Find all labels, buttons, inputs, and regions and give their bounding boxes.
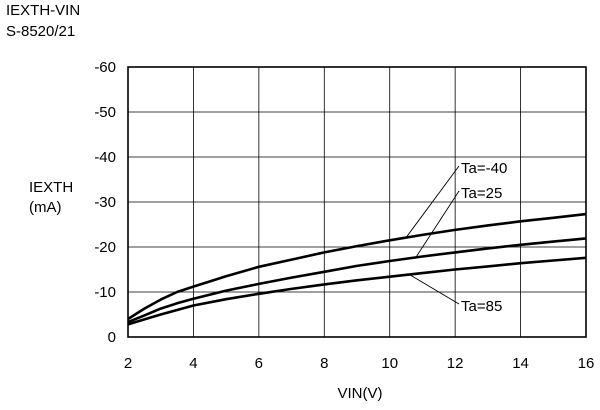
chart-title: IEXTH-VIN bbox=[6, 2, 81, 19]
x-tick-label: 6 bbox=[255, 355, 263, 372]
y-tick-label: -60 bbox=[94, 59, 116, 76]
y-tick-label: -10 bbox=[94, 284, 116, 301]
y-tick-label: -40 bbox=[94, 149, 116, 166]
series-line-2 bbox=[127, 237, 587, 324]
x-tick-label: 10 bbox=[381, 355, 398, 372]
y-tick-label: -30 bbox=[94, 194, 116, 211]
x-tick-label: 16 bbox=[578, 355, 595, 372]
x-tick-label: 2 bbox=[124, 355, 132, 372]
y-tick-label: 0 bbox=[108, 329, 116, 346]
annotation-leader-3 bbox=[409, 274, 460, 305]
x-tick-label: 12 bbox=[447, 355, 464, 372]
tick-labels: 2 4 6 8 10 12 14 16 0 -10 -20 -30 -40 -50 -60 bbox=[94, 59, 594, 372]
annotation-leader-1 bbox=[405, 165, 460, 238]
plot-frame bbox=[127, 66, 587, 338]
x-tick-label: 8 bbox=[320, 355, 328, 372]
y-axis-label: IEXTH bbox=[29, 179, 73, 196]
chart-subtitle: S-8520/21 bbox=[6, 23, 76, 40]
annotation-label-2: Ta=25 bbox=[461, 185, 502, 202]
annotations: Ta=-40 Ta=25 Ta=85 bbox=[405, 160, 507, 315]
annotation-leader-2 bbox=[415, 190, 460, 258]
annotation-label-3: Ta=85 bbox=[461, 298, 502, 315]
y-tick-label: -20 bbox=[94, 239, 116, 256]
y-axis-unit: (mA) bbox=[29, 199, 62, 216]
series-lines bbox=[127, 212, 587, 326]
x-tick-label: 14 bbox=[512, 355, 529, 372]
series-line-3 bbox=[127, 256, 587, 326]
x-axis-label: VIN(V) bbox=[338, 385, 383, 402]
x-tick-label: 4 bbox=[189, 355, 197, 372]
y-tick-label: -50 bbox=[94, 104, 116, 121]
series-line-1 bbox=[127, 212, 587, 321]
grid bbox=[128, 67, 586, 337]
annotation-label-1: Ta=-40 bbox=[461, 160, 507, 177]
